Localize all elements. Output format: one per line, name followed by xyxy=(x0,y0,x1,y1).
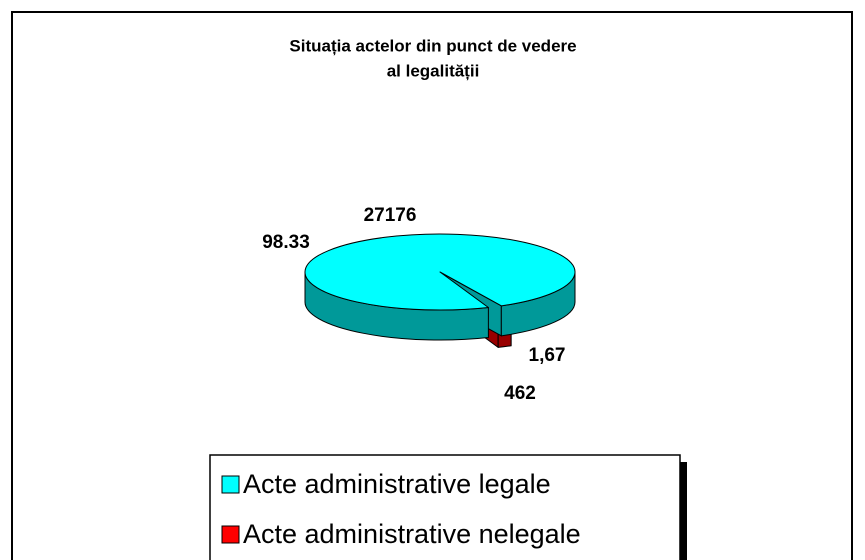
slice-top xyxy=(304,233,576,311)
chart-title: Situația actelor din punct de vedere xyxy=(289,36,576,55)
value-label: 462 xyxy=(504,383,536,404)
pie-slice xyxy=(304,233,576,341)
percentage-label: 1,67 xyxy=(529,345,566,366)
chart-title: al legalității xyxy=(387,61,480,80)
percentage-label: 98.33 xyxy=(262,232,310,253)
value-label: 27176 xyxy=(364,205,417,226)
legend-swatch xyxy=(221,475,240,494)
legend-swatch xyxy=(221,525,240,544)
legend-box xyxy=(209,454,681,560)
legend-label: Acte administrative nelegale xyxy=(243,519,581,549)
legend-label: Acte administrative legale xyxy=(243,469,551,499)
